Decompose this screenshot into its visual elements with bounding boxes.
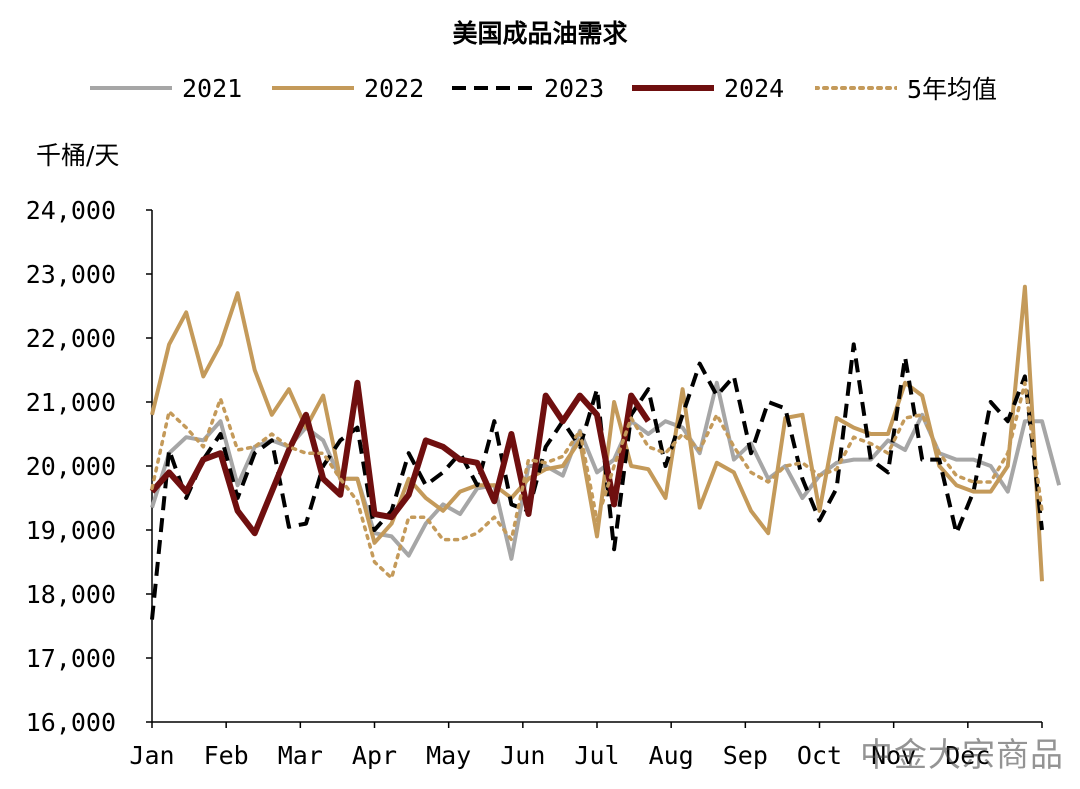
legend-swatch — [815, 86, 897, 90]
legend-label: 2024 — [724, 73, 785, 103]
legend-swatch — [452, 86, 534, 90]
legend-swatch — [632, 85, 714, 91]
legend-label: 2022 — [364, 73, 425, 103]
x-tick-label: Mar — [278, 741, 323, 770]
x-tick-label: Apr — [352, 741, 397, 770]
series-line-2023 — [150, 342, 1044, 620]
y-tick-label: 19,000 — [26, 516, 116, 545]
x-tick-label: Dec — [945, 741, 990, 770]
x-tick-label: Jul — [574, 741, 619, 770]
legend-item: 2023 — [452, 70, 604, 106]
y-tick-label: 16,000 — [26, 708, 116, 737]
y-tick-label: 21,000 — [26, 388, 116, 417]
x-tick-label: Sep — [723, 741, 768, 770]
y-axis-unit-label: 千桶/天 — [36, 141, 120, 170]
legend-label: 5年均值 — [907, 75, 998, 104]
y-tick-label: 17,000 — [26, 644, 116, 673]
chart-title: 美国成品油需求 — [452, 19, 628, 48]
legend-item: 2022 — [272, 70, 424, 106]
y-tick-label: 24,000 — [26, 196, 116, 225]
watermark: 中金大宗商品 — [860, 735, 1064, 774]
legend-item: 2024 — [632, 70, 784, 106]
legend-item: 5年均值 — [815, 70, 997, 106]
x-tick-label: Aug — [649, 741, 694, 770]
series-line-5年均值 — [150, 381, 1044, 580]
x-tick-label: Feb — [204, 741, 249, 770]
legend-swatch — [272, 86, 354, 90]
y-tick-label: 20,000 — [26, 452, 116, 481]
series-line-2022 — [150, 284, 1044, 582]
legend-swatch — [90, 86, 172, 90]
y-tick-label: 23,000 — [26, 260, 116, 289]
legend-label: 2023 — [544, 73, 605, 103]
y-tick-label: 18,000 — [26, 580, 116, 609]
x-tick-label: Jan — [129, 741, 174, 770]
x-tick-label: Jun — [500, 741, 545, 770]
y-tick-label: 22,000 — [26, 324, 116, 353]
x-tick-label: May — [426, 741, 471, 770]
legend: 2021 2022 2023 2024 5年均值 — [0, 70, 1080, 106]
legend-item: 2021 — [90, 70, 242, 106]
series-line-2024 — [149, 379, 651, 537]
x-tick-label: Oct — [797, 741, 842, 770]
legend-label: 2021 — [182, 73, 243, 103]
x-tick-label: Nov — [871, 741, 916, 770]
